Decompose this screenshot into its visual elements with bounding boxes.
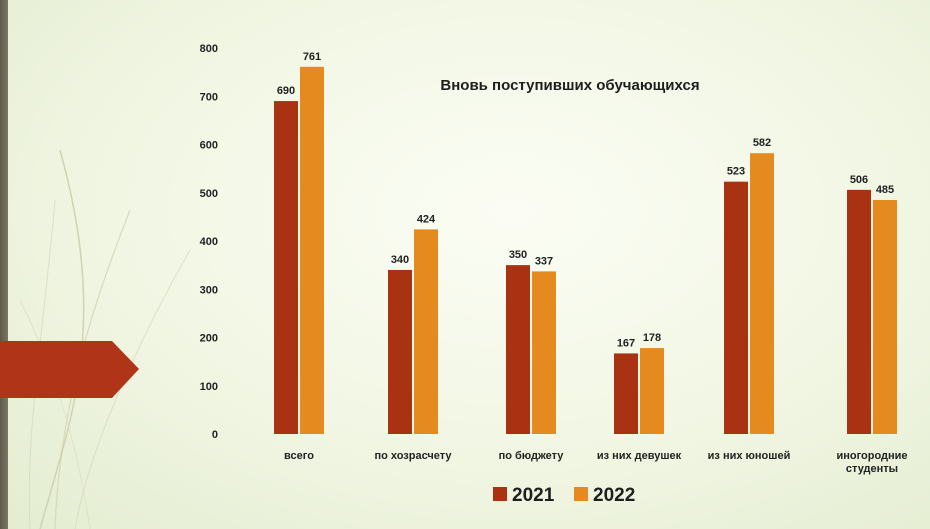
legend-swatch-2021 [493,487,507,501]
category-label: из них юношей [708,450,791,462]
bar-2021-1 [388,269,412,434]
bar-2021-0 [274,101,298,434]
bar-2022-4 [750,153,774,434]
bar-2021-4 [724,181,748,434]
red-arrow-shape [0,341,139,398]
y-tick-label: 0 [212,429,218,441]
category-label: по бюджету [499,450,565,462]
y-tick-label: 600 [200,140,218,152]
bar-2022-1 [414,229,438,434]
category-label: всего [284,450,314,462]
y-tick-label: 500 [200,188,218,200]
legend-swatch-2022 [574,487,588,501]
y-tick-label: 400 [200,236,218,248]
data-label-2022-4: 582 [753,137,771,149]
y-tick-label: 800 [200,43,218,55]
data-label-2021-0: 690 [277,85,295,97]
category-label: из них девушек [597,450,682,462]
y-tick-label: 700 [200,91,218,103]
data-label-2021-3: 167 [617,337,635,349]
data-label-2021-2: 350 [509,249,527,261]
category-label: по хозрасчету [374,450,452,462]
bar-2022-5 [873,199,897,434]
legend: 2021 2022 [493,485,635,506]
category-labels: всего по хозрасчету по бюджету из них девуш… [284,450,907,475]
slide-left-bar [0,0,8,529]
category-label: иногородние студенты [836,450,907,475]
legend-label-2021: 2021 [512,485,555,506]
y-tick-label: 300 [200,284,218,296]
data-labels: 690 761 340 424 350 337 167 178 523 582 506 485 [277,51,894,350]
y-tick-label: 100 [200,381,218,393]
data-label-2022-1: 424 [417,213,436,225]
data-label-2021-5: 506 [850,174,868,186]
data-label-2022-3: 178 [643,332,661,344]
data-label-2022-0: 761 [303,51,321,63]
chart-title: Вновь поступивших обучающихся [440,77,699,94]
data-label-2021-4: 523 [727,166,745,178]
bar-2021-5 [847,189,871,434]
data-label-2021-1: 340 [391,254,409,266]
y-axis-ticks: 0 100 200 300 400 500 600 700 800 [200,43,218,441]
y-tick-label: 200 [200,333,218,345]
data-label-2022-2: 337 [535,255,553,267]
bar-2022-0 [300,66,324,434]
bar-2021-2 [506,265,530,434]
legend-label-2022: 2022 [593,485,635,506]
bar-2022-3 [640,348,664,434]
data-label-2022-5: 485 [876,184,894,196]
bar-2021-3 [614,353,638,434]
bars [274,66,897,434]
bar-2022-2 [532,271,556,434]
